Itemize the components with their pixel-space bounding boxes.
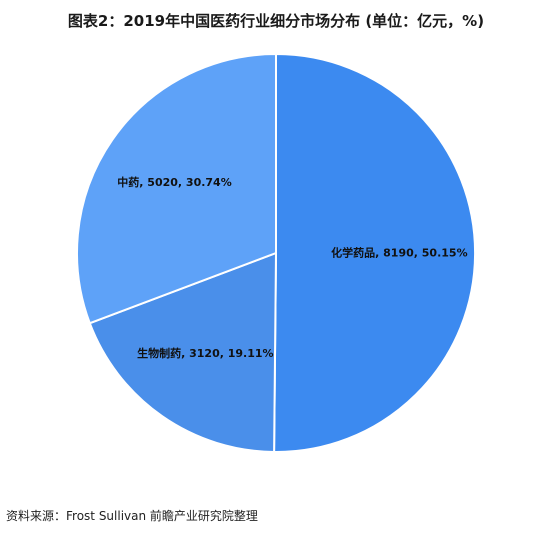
- source-note: 资料来源：Frost Sullivan 前瞻产业研究院整理: [6, 509, 258, 523]
- pie-slice-tcm: [76, 53, 277, 325]
- slice-label-biologic: 生物制药, 3120, 19.11%: [137, 346, 273, 360]
- pie-slice-biologic: [88, 252, 277, 453]
- pie-labels: 化学药品, 8190, 50.15% 生物制药, 3120, 19.11% 中药, …: [117, 175, 467, 360]
- slice-label-tcm: 中药, 5020, 30.74%: [117, 175, 231, 189]
- slice-label-chemical: 化学药品, 8190, 50.15%: [331, 246, 467, 260]
- chart-title: 图表2：2019年中国医药行业细分市场分布 (单位：亿元，%): [67, 12, 485, 30]
- pie-slice-chemical: [273, 53, 477, 453]
- pie-slices: [76, 53, 477, 453]
